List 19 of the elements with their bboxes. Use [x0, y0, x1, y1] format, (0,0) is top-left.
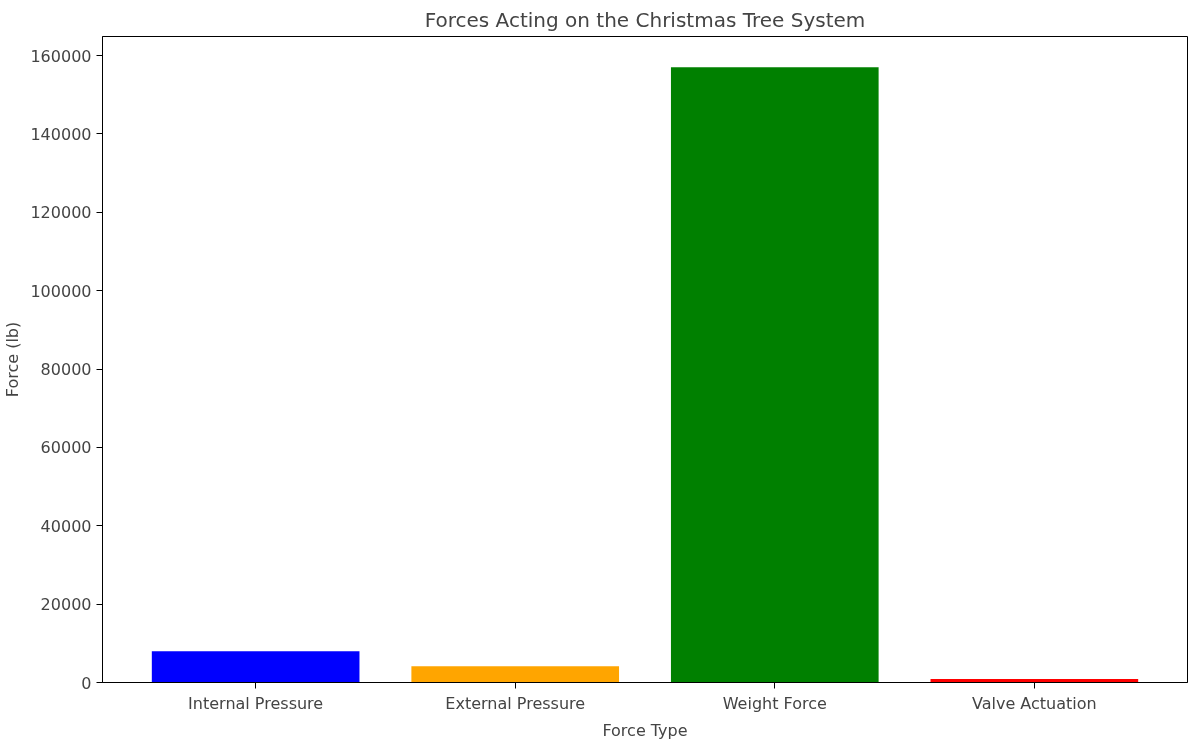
x-tick-label: Weight Force: [722, 693, 827, 713]
y-tick-label: 160000: [30, 46, 92, 66]
y-tick-label: 60000: [40, 438, 92, 458]
y-tick-label: 0: [81, 673, 92, 693]
bar: [670, 67, 879, 683]
x-tick-label: Valve Actuation: [972, 693, 1097, 713]
y-tick-label: 20000: [40, 595, 92, 615]
y-tick-label: 120000: [30, 203, 92, 223]
y-tick-label: 40000: [40, 516, 92, 536]
x-axis-title: Force Type: [602, 720, 688, 740]
x-tick-label: Internal Pressure: [188, 693, 324, 713]
bar: [411, 666, 620, 683]
bar: [151, 651, 360, 683]
y-tick-label: 80000: [40, 360, 92, 379]
y-axis-title: Force (lb): [3, 321, 23, 398]
y-tick-label: 100000: [30, 281, 92, 301]
y-tick-label: 140000: [30, 124, 92, 144]
x-tick-label: External Pressure: [445, 693, 586, 713]
chart-title: Forces Acting on the Christmas Tree System: [424, 7, 866, 32]
